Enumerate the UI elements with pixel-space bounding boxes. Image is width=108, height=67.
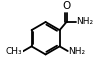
Text: CH₃: CH₃ xyxy=(6,47,23,56)
Text: NH₂: NH₂ xyxy=(68,46,85,56)
Text: NH₂: NH₂ xyxy=(76,17,94,26)
Text: O: O xyxy=(63,1,71,11)
